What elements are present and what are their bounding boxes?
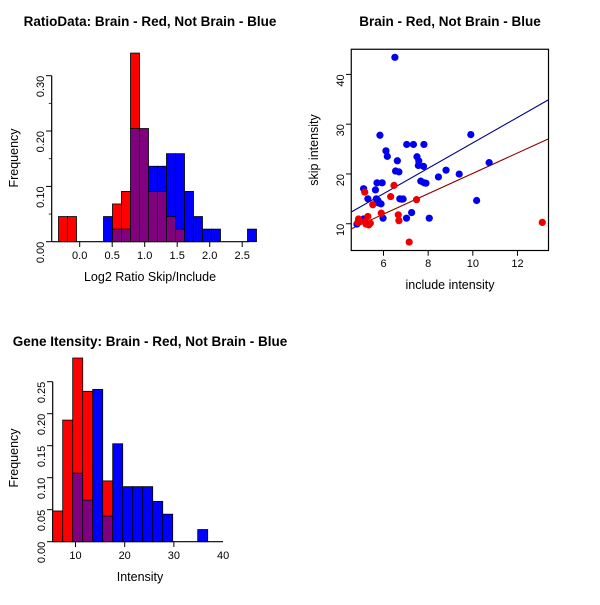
svg-text:30: 30 (335, 124, 347, 136)
svg-text:40: 40 (217, 550, 229, 562)
svg-text:20: 20 (335, 174, 347, 186)
svg-text:0.00: 0.00 (36, 542, 48, 563)
svg-text:Log2 Ratio Skip/Include: Log2 Ratio Skip/Include (84, 270, 216, 284)
svg-text:0.10: 0.10 (35, 186, 47, 207)
svg-text:Frequency: Frequency (7, 128, 21, 188)
svg-text:12: 12 (511, 258, 523, 270)
svg-text:40: 40 (335, 74, 347, 86)
svg-text:10: 10 (69, 550, 81, 562)
svg-text:20: 20 (119, 550, 131, 562)
svg-text:0.20: 0.20 (35, 131, 47, 152)
svg-text:30: 30 (168, 550, 180, 562)
svg-text:0.10: 0.10 (36, 478, 48, 499)
svg-text:10: 10 (335, 224, 347, 236)
svg-text:0.15: 0.15 (36, 446, 48, 467)
svg-text:0.5: 0.5 (105, 250, 120, 262)
svg-text:2.5: 2.5 (235, 250, 250, 262)
svg-text:Frequency: Frequency (7, 428, 21, 488)
svg-text:2.0: 2.0 (202, 250, 217, 262)
svg-text:0.20: 0.20 (36, 414, 48, 435)
svg-text:8: 8 (425, 258, 431, 270)
svg-text:0.25: 0.25 (36, 382, 48, 403)
svg-text:0.00: 0.00 (35, 242, 47, 263)
svg-text:0.05: 0.05 (36, 510, 48, 531)
svg-text:10: 10 (467, 258, 479, 270)
svg-text:skip intensity: skip intensity (307, 113, 321, 185)
svg-text:0.30: 0.30 (35, 76, 47, 97)
svg-text:include intensity: include intensity (406, 278, 496, 292)
svg-text:1.0: 1.0 (137, 250, 152, 262)
svg-text:6: 6 (380, 258, 386, 270)
svg-text:0.0: 0.0 (72, 250, 87, 262)
svg-text:1.5: 1.5 (170, 250, 185, 262)
svg-text:Intensity: Intensity (117, 570, 164, 584)
